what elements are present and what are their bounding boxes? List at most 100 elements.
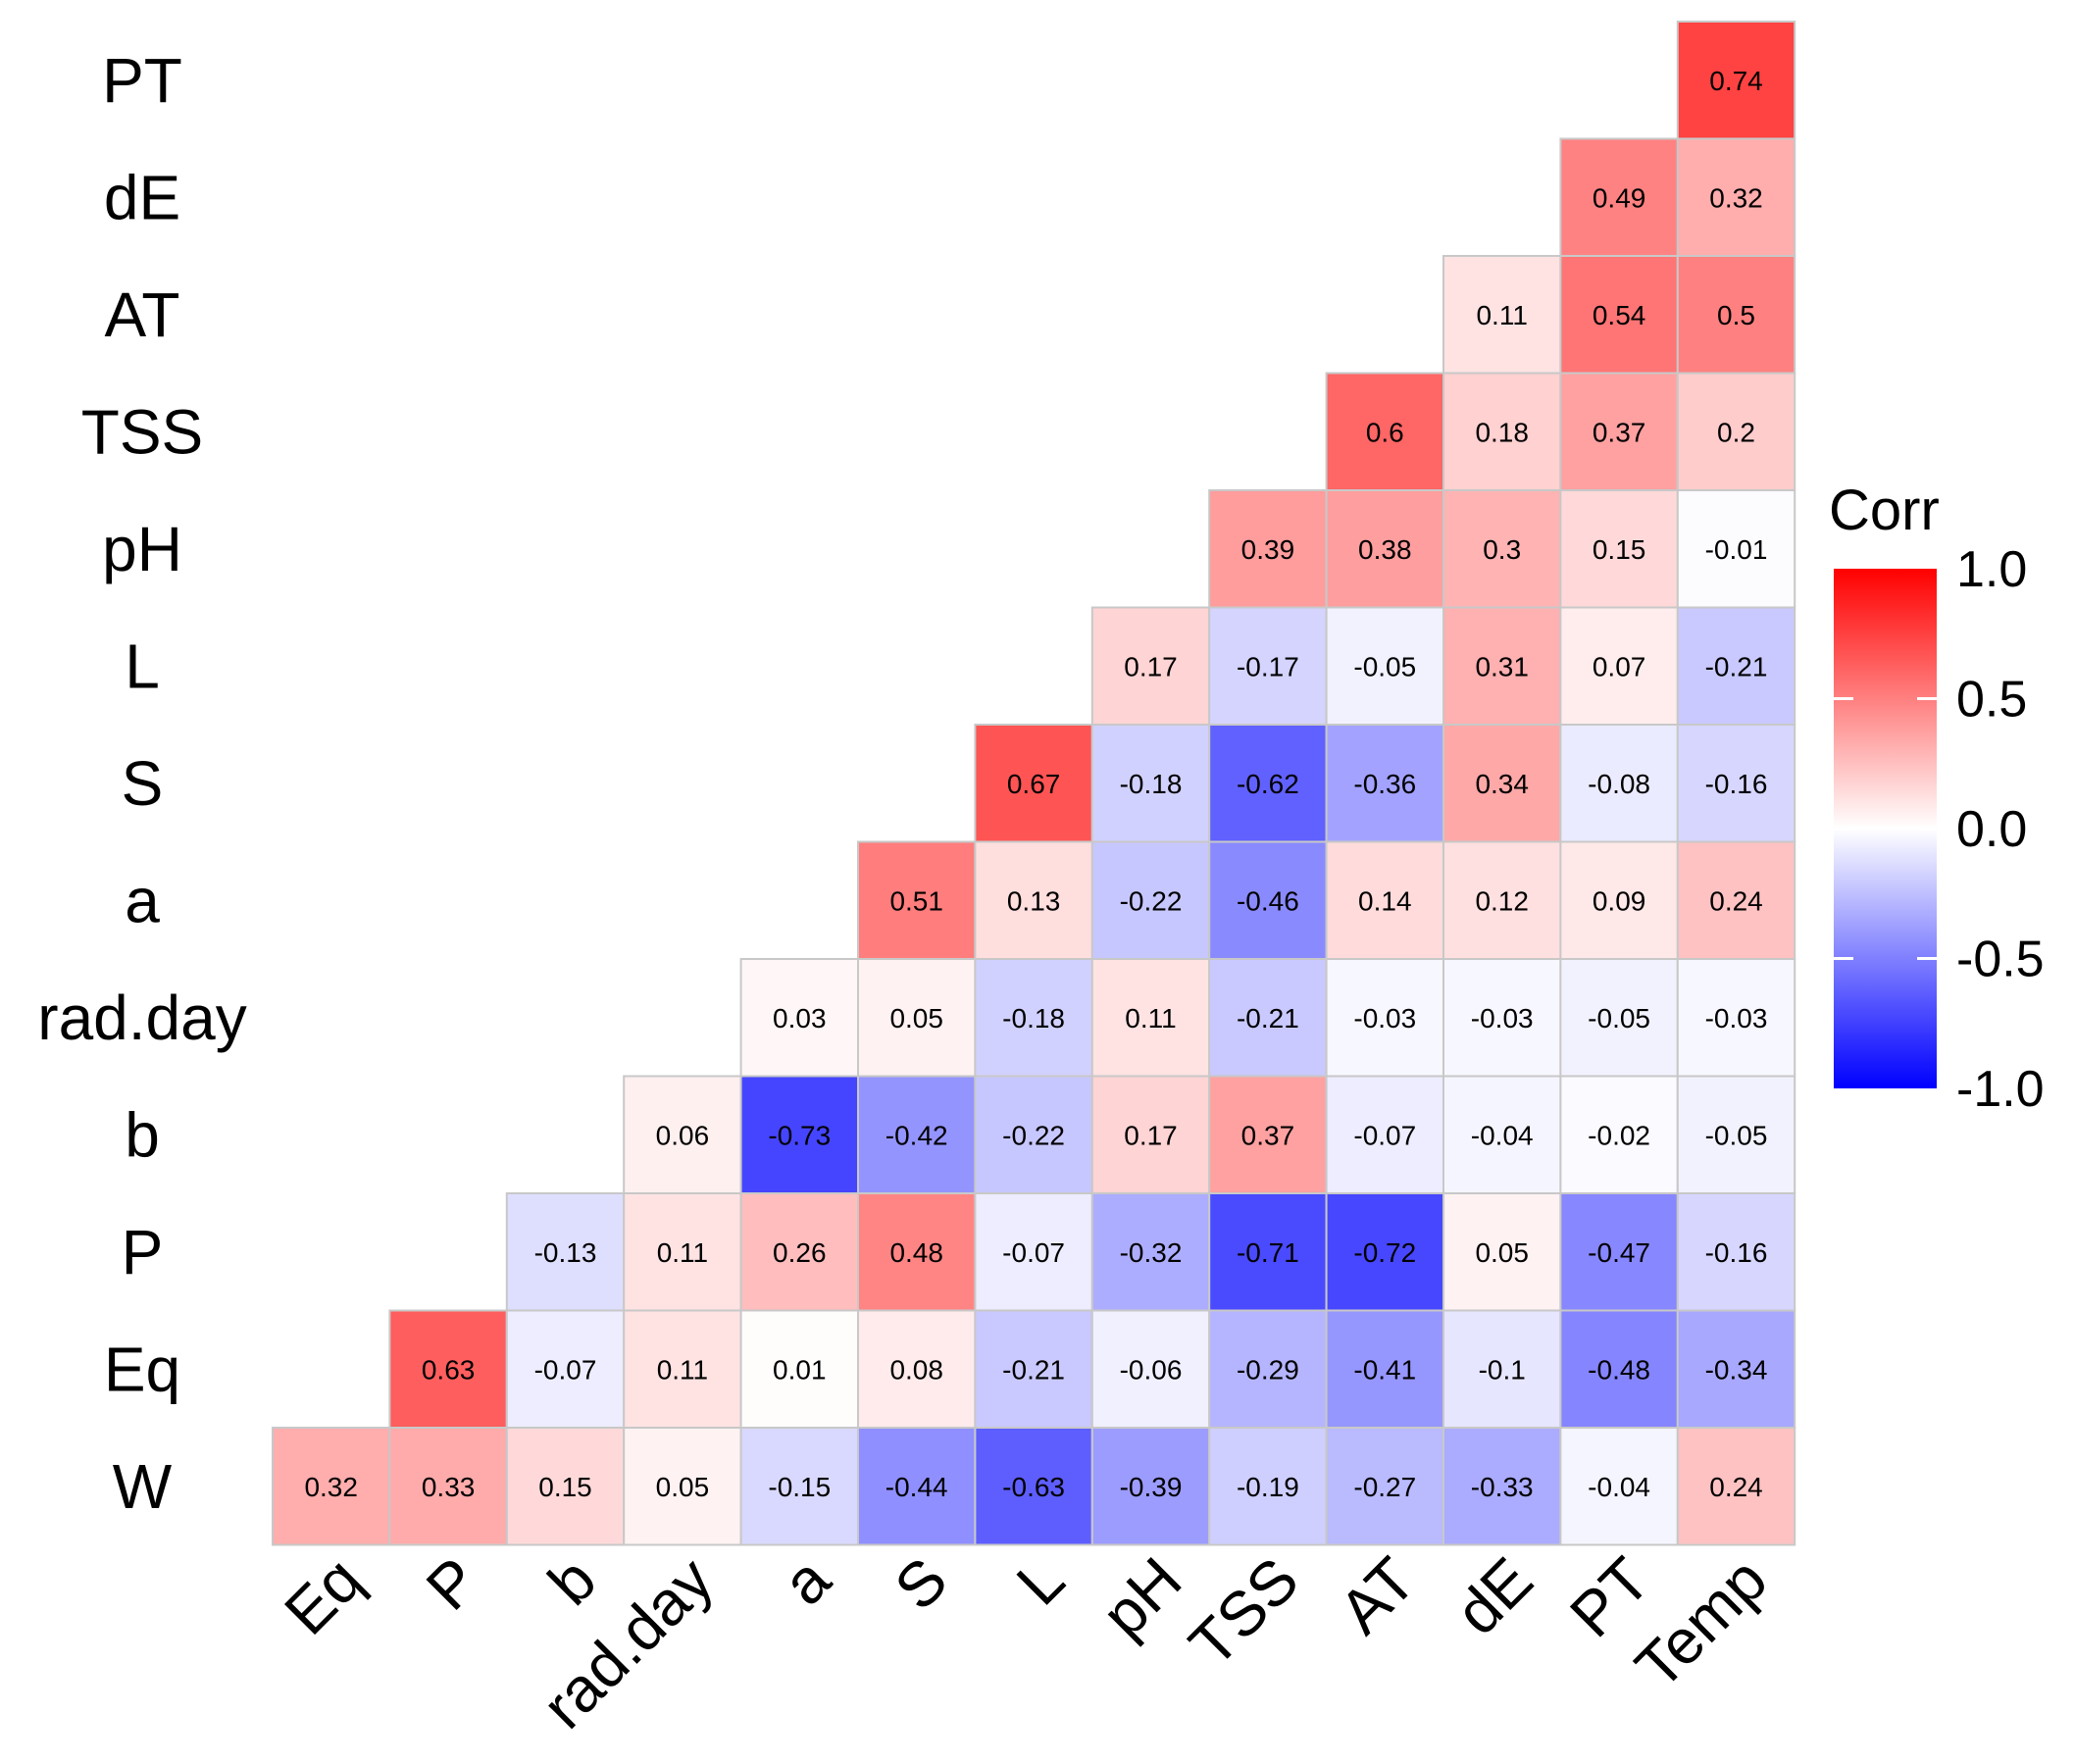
cell-value-label: 0.5: [1717, 300, 1755, 330]
column-label: Temp: [1622, 1543, 1781, 1702]
cell-value-label: 0.11: [657, 1237, 708, 1268]
heatmap-cell: [1676, 21, 1796, 140]
cell-value-label: -0.29: [1237, 1354, 1299, 1385]
cell-value-label: 0.37: [1593, 417, 1646, 447]
cell-value-label: 0.39: [1241, 534, 1295, 565]
cell-value-label: -0.72: [1353, 1237, 1416, 1268]
row-label: AT: [104, 279, 179, 350]
heatmap-cell: [1090, 1192, 1211, 1312]
row-label: S: [122, 748, 164, 819]
heatmap-cell: [974, 724, 1093, 843]
cell-value-label: -0.46: [1237, 885, 1299, 916]
row-label: pH: [102, 514, 182, 584]
heatmap-cell: [1090, 958, 1211, 1078]
cell-value-label: 0.33: [422, 1472, 476, 1502]
cell-value-label: -0.08: [1588, 769, 1650, 799]
heatmap-cell: [974, 1075, 1093, 1194]
cell-value-label: -0.01: [1705, 534, 1768, 565]
heatmap-cell: [1090, 724, 1211, 843]
cell-value-label: -0.03: [1471, 1003, 1534, 1033]
cell-value-label: -0.04: [1471, 1120, 1534, 1150]
heatmap-cell: [1559, 606, 1679, 726]
heatmap-cell: [1442, 372, 1562, 491]
cell-value-label: -0.22: [1002, 1120, 1065, 1150]
row-labels: PT dE AT TSS pH LSa rad.day bP Eq W: [37, 45, 246, 1522]
cell-value-label: 0.49: [1593, 182, 1646, 213]
cell-value-label: 0.05: [656, 1472, 710, 1502]
cell-value-label: -0.07: [1353, 1120, 1416, 1150]
cell-value-label: 0.09: [1593, 885, 1646, 916]
heatmap-cell: [739, 1309, 859, 1429]
cell-value-label: -0.03: [1705, 1003, 1768, 1033]
cell-value-label: -0.44: [885, 1472, 948, 1502]
cell-value-label: 0.31: [1475, 651, 1529, 681]
column-label: a: [769, 1543, 843, 1618]
heatmap-cell: [1676, 958, 1796, 1078]
heatmap-cell: [1325, 724, 1444, 843]
cell-value-label: 0.13: [1007, 885, 1061, 916]
cell-value-label: 0.34: [1475, 769, 1529, 799]
cell-value-label: -0.07: [534, 1354, 597, 1385]
heatmap-cell: [272, 1427, 391, 1546]
heatmap-cell: [1676, 1427, 1796, 1546]
heatmap-cell: [388, 1309, 508, 1429]
cell-value-label: -0.39: [1120, 1472, 1183, 1502]
cell-value-label: -0.13: [534, 1237, 597, 1268]
cell-value-label: 0.12: [1475, 885, 1529, 916]
heatmap-cell: [857, 1192, 977, 1312]
heatmap-cell: [1676, 840, 1796, 960]
column-label: b: [534, 1543, 609, 1618]
heatmap-cell: [1442, 1427, 1562, 1546]
cell-value-label: -0.06: [1120, 1354, 1183, 1385]
legend-tick-label: -0.5: [1956, 932, 2045, 988]
heatmap-cell: [505, 1427, 626, 1546]
column-label: TSS: [1176, 1543, 1312, 1680]
cell-value-label: -0.47: [1588, 1237, 1650, 1268]
cell-value-label: 0.17: [1124, 1120, 1178, 1150]
cell-value-label: 0.01: [773, 1354, 827, 1385]
cell-value-label: 0.24: [1709, 1472, 1763, 1502]
cell-value-label: 0.18: [1475, 417, 1529, 447]
heatmap-cell: [739, 958, 859, 1078]
heatmap-cell: [1090, 840, 1211, 960]
cell-value-label: -0.22: [1120, 885, 1183, 916]
heatmap-cell: [1208, 1075, 1328, 1194]
column-label: S: [882, 1543, 961, 1623]
cell-value-label: -0.05: [1353, 651, 1416, 681]
cell-value-label: 0.32: [304, 1472, 358, 1502]
heatmap-cell: [1559, 724, 1679, 843]
row-label: P: [122, 1217, 164, 1287]
cell-value-label: -0.41: [1353, 1354, 1416, 1385]
cell-value-label: -0.36: [1353, 769, 1416, 799]
heatmap-cell: [974, 1427, 1093, 1546]
cell-value-label: -0.05: [1588, 1003, 1650, 1033]
cell-value-label: 0.51: [889, 885, 943, 916]
heatmap-cell: [1676, 1075, 1796, 1194]
cell-value-label: -0.03: [1353, 1003, 1416, 1033]
heatmap-cell: [1676, 724, 1796, 843]
cell-value-label: -0.62: [1237, 769, 1299, 799]
heatmap-cell: [1559, 137, 1679, 257]
cell-value-label: -0.42: [885, 1120, 948, 1150]
cell-value-label: -0.34: [1705, 1354, 1768, 1385]
cell-value-label: -0.02: [1588, 1120, 1650, 1150]
cell-value-label: 0.54: [1593, 300, 1646, 330]
cell-value-label: -0.21: [1002, 1354, 1065, 1385]
column-label: Eq: [271, 1543, 375, 1647]
heatmap-cell: [1325, 1309, 1444, 1429]
cell-value-label: -0.04: [1588, 1472, 1650, 1502]
row-label: rad.day: [37, 983, 246, 1053]
row-label: b: [125, 1099, 160, 1170]
cell-value-label: -0.07: [1002, 1237, 1065, 1268]
cell-value-label: -0.16: [1705, 769, 1768, 799]
heatmap-cell: [623, 1309, 742, 1429]
cell-value-label: -0.33: [1471, 1472, 1534, 1502]
cell-value-label: -0.18: [1120, 769, 1183, 799]
cell-value-label: 0.48: [889, 1237, 943, 1268]
heatmap-cell: [1325, 958, 1444, 1078]
row-label: PT: [102, 45, 182, 116]
cell-value-label: -0.05: [1705, 1120, 1768, 1150]
row-label: TSS: [81, 396, 203, 467]
heatmap-cell: [1676, 1309, 1796, 1429]
